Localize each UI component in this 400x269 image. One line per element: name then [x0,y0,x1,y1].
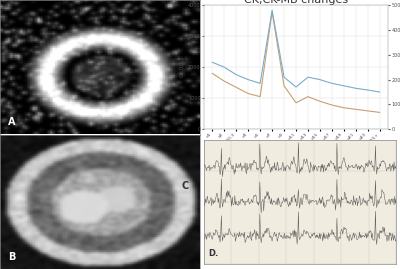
CK [234,86,239,89]
Line: CK: CK [212,12,380,112]
CK [306,95,310,98]
CK-MB [306,76,310,79]
CK-MB [246,78,251,81]
CK [270,10,274,13]
CK-MB [353,87,358,90]
CK-MB [282,76,286,79]
CK [258,95,262,98]
CK-MB [234,73,239,76]
CK [294,101,298,104]
CK-MB [330,82,334,85]
CK-MB [365,89,370,92]
CK [222,80,227,83]
CK [365,109,370,112]
CK [341,106,346,109]
CK-MB [318,78,322,81]
Y-axis label: CK (U/L): CK (U/L) [180,57,185,77]
CK [282,84,286,87]
CK [377,111,382,114]
Text: date: date [355,181,366,186]
Text: A: A [8,117,16,127]
CK [318,100,322,103]
CK-MB [377,90,382,94]
CK [330,103,334,107]
CK-MB [341,84,346,87]
CK [246,92,251,95]
CK [353,108,358,111]
Legend: CK, CK-MB: CK, CK-MB [235,185,302,200]
CK-MB [258,82,262,85]
CK-MB [222,66,227,69]
CK-MB [294,86,298,89]
Text: D.: D. [208,249,218,258]
Text: B: B [8,252,15,261]
CK-MB [270,9,274,12]
CK [210,72,215,75]
Title: CK,CK-MB changes: CK,CK-MB changes [244,0,348,5]
Text: C: C [182,181,189,191]
CK-MB [210,61,215,64]
Line: CK-MB: CK-MB [212,10,380,92]
